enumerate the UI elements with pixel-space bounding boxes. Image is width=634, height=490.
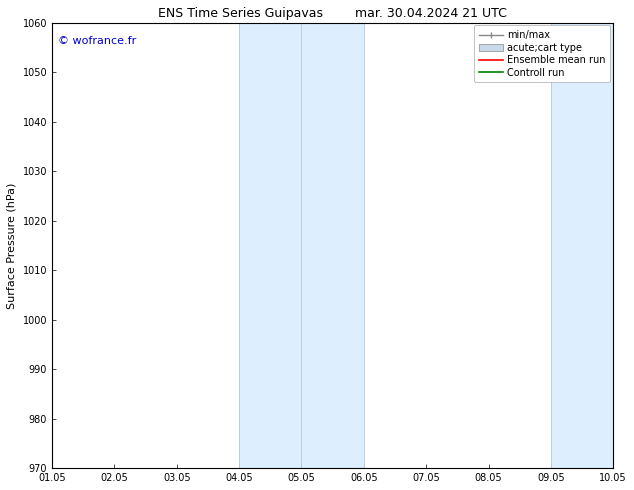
Bar (239, 23, 364, 468)
Bar (551, 23, 634, 468)
Text: © wofrance.fr: © wofrance.fr (58, 36, 136, 46)
Y-axis label: Surface Pressure (hPa): Surface Pressure (hPa) (7, 182, 17, 309)
Legend: min/max, acute;cart type, Ensemble mean run, Controll run: min/max, acute;cart type, Ensemble mean … (474, 25, 611, 82)
Title: ENS Time Series Guipavas        mar. 30.04.2024 21 UTC: ENS Time Series Guipavas mar. 30.04.2024… (158, 7, 507, 20)
